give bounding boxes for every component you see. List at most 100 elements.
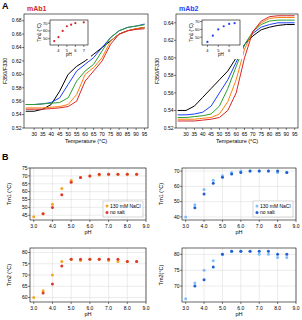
x-tick-label: 30 [31,131,37,137]
grid-line [182,286,296,287]
plot-frame [30,168,146,220]
x-tick-label: 4 [57,48,60,53]
grid-line [182,171,296,172]
x-tick-label: 4 [206,48,209,53]
x-tick-label: 5.0 [68,223,75,229]
point [51,206,54,209]
point [249,250,252,253]
x-tick-label: 6 [74,48,77,53]
figure: AB0.520.540.560.580.600.620.640.660.6830… [0,0,302,320]
point [239,171,242,174]
point [221,176,224,179]
point [42,212,45,215]
x-axis-label: pH [218,52,224,57]
point [88,174,91,177]
y-tick-label: 70 [174,283,180,289]
point [126,260,129,263]
y-axis-label: Tm1 (°C) [37,23,42,42]
x-tick-label: 45 [208,131,214,137]
grid-line [52,168,53,220]
grid-line [30,252,146,253]
y-tick-label: 70 [195,19,200,24]
x-tick-label: 7 [83,48,86,53]
panel-label: A [2,1,9,11]
point [228,23,230,25]
grid-line [71,168,72,220]
point [276,253,279,256]
y-tick-label: 0.56 [12,98,22,104]
y-tick [180,270,182,271]
data-group [206,22,235,43]
point [239,250,242,253]
y-tick-label: 0.68 [12,17,22,23]
y-tick-label: 0.64 [12,44,22,50]
y-tick [180,186,182,187]
x-tick-label: 80 [116,131,122,137]
grid-line [33,168,34,220]
grid-line [182,254,296,255]
point [184,297,187,300]
y-tick-label: 50 [43,36,48,41]
point [212,179,215,182]
y-tick [174,92,176,93]
point [60,187,63,190]
legend: 130 mM NaClno salt [103,201,143,217]
y-tick-label: 70 [22,272,28,278]
point [57,36,59,38]
y-tick-label: 75 [22,165,28,171]
point [249,170,252,173]
y-tick [174,75,176,76]
point [98,174,101,177]
chart: 60657075803.04.05.06.07.08.09.0pHTm2 (°C… [6,248,149,317]
point [88,258,91,261]
grid-line [277,248,278,302]
y-tick [200,29,202,30]
y-tick-label: 0.60 [164,55,174,61]
chart-title: mAb2 [179,5,199,12]
point [233,22,235,24]
point [212,182,215,185]
y-tick [174,40,176,41]
y-axis-label: Tm1 (°C) [6,183,12,206]
point [230,250,233,253]
grid-line [30,191,146,192]
legend-marker [256,205,259,208]
plot-frame [24,14,148,128]
point [60,260,63,263]
x-tick-label: 95 [142,131,148,137]
x-tick-label: 7.0 [256,223,263,229]
point [285,253,288,256]
point [285,171,288,174]
x-tick-label: 6.0 [237,305,244,311]
x-tick-label: 8.0 [124,305,131,311]
legend-marker [256,211,259,214]
x-axis-label: Temperature (°C) [216,138,258,144]
plot-frame [176,14,298,128]
y-axis-label: F350/F330 [154,58,160,85]
point [203,269,206,272]
x-tick-label: 5.0 [68,305,75,311]
legend-label: no salt [110,209,125,215]
point [230,173,233,176]
x-tick-label: 3.0 [182,305,189,311]
data-group [178,16,295,121]
y-tick-label: 80 [22,249,28,255]
point [193,285,196,288]
point [212,259,215,262]
point [51,283,54,286]
chart-title: mAb1 [27,5,47,12]
point [79,258,82,261]
y-tick-label: 0.58 [12,85,22,91]
y-tick-label: 50 [195,35,200,40]
point [285,171,288,174]
x-tick-label: 9.0 [293,305,300,311]
x-tick-label: 55 [74,131,80,137]
plot-frame [202,20,240,45]
point [107,173,110,176]
x-tick-label: 85 [275,131,281,137]
point [135,260,138,263]
point [212,35,214,37]
grid-line [30,175,146,176]
x-axis-label: pH [66,52,72,57]
y-tick-label: 60 [174,183,180,189]
